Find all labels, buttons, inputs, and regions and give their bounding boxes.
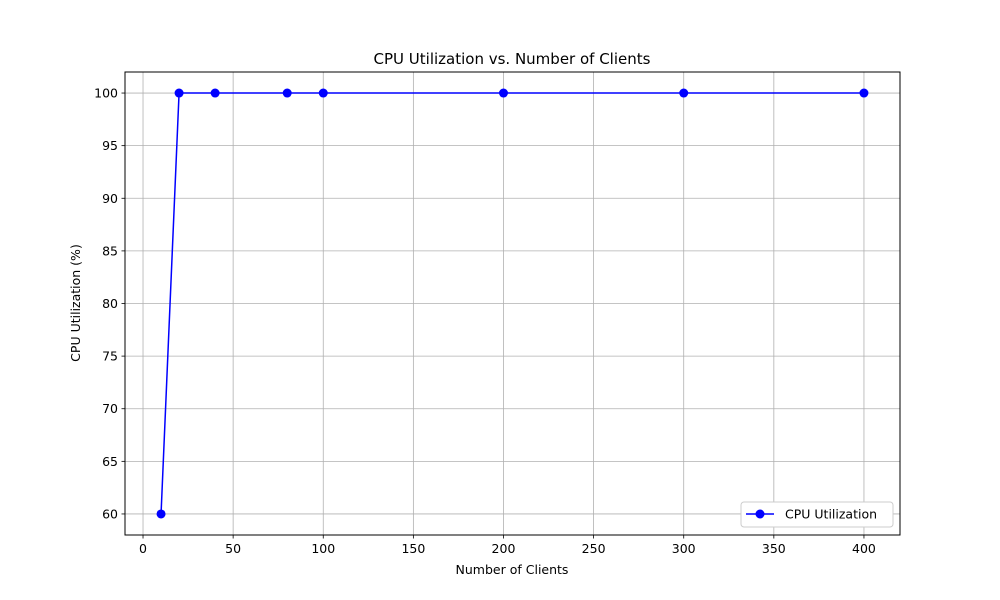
legend: CPU Utilization	[740, 501, 894, 528]
legend-label: CPU Utilization	[785, 507, 877, 522]
y-axis-title: CPU Utilization (%)	[68, 244, 83, 362]
x-tick-label: 100	[311, 541, 335, 556]
axis-ticks: 0 50 100 150 200 250 300 350 400 60 65 70 75 80 85 90 95…	[94, 86, 876, 556]
y-tick-label: 100	[94, 86, 118, 101]
x-tick-label: 150	[401, 541, 425, 556]
y-tick-label: 95	[102, 138, 118, 153]
data-point	[210, 88, 220, 98]
legend-box	[740, 501, 894, 528]
y-tick-label: 70	[102, 401, 118, 416]
x-tick-label: 300	[672, 541, 696, 556]
legend-marker-swatch	[755, 509, 765, 519]
x-tick-label: 0	[139, 541, 147, 556]
y-tick-label: 90	[102, 191, 118, 206]
x-tick-label: 200	[492, 541, 516, 556]
series-layer	[156, 88, 869, 519]
series-line	[160, 92, 864, 514]
y-tick-label: 60	[102, 506, 118, 521]
data-point	[679, 88, 689, 98]
data-point	[498, 88, 508, 98]
x-tick-label: 50	[225, 541, 241, 556]
x-tick-label: 400	[852, 541, 876, 556]
y-tick-label: 80	[102, 296, 118, 311]
x-tick-label: 350	[762, 541, 786, 556]
data-point	[282, 88, 292, 98]
chart-title: CPU Utilization vs. Number of Clients	[374, 50, 651, 68]
x-tick-label: 250	[582, 541, 606, 556]
data-point	[318, 88, 328, 98]
y-tick-label: 75	[102, 349, 118, 364]
x-axis-title: Number of Clients	[456, 562, 569, 577]
data-point	[156, 509, 166, 519]
y-tick-label: 65	[102, 454, 118, 469]
data-point	[174, 88, 184, 98]
y-tick-label: 85	[102, 243, 118, 258]
data-point	[859, 88, 869, 98]
